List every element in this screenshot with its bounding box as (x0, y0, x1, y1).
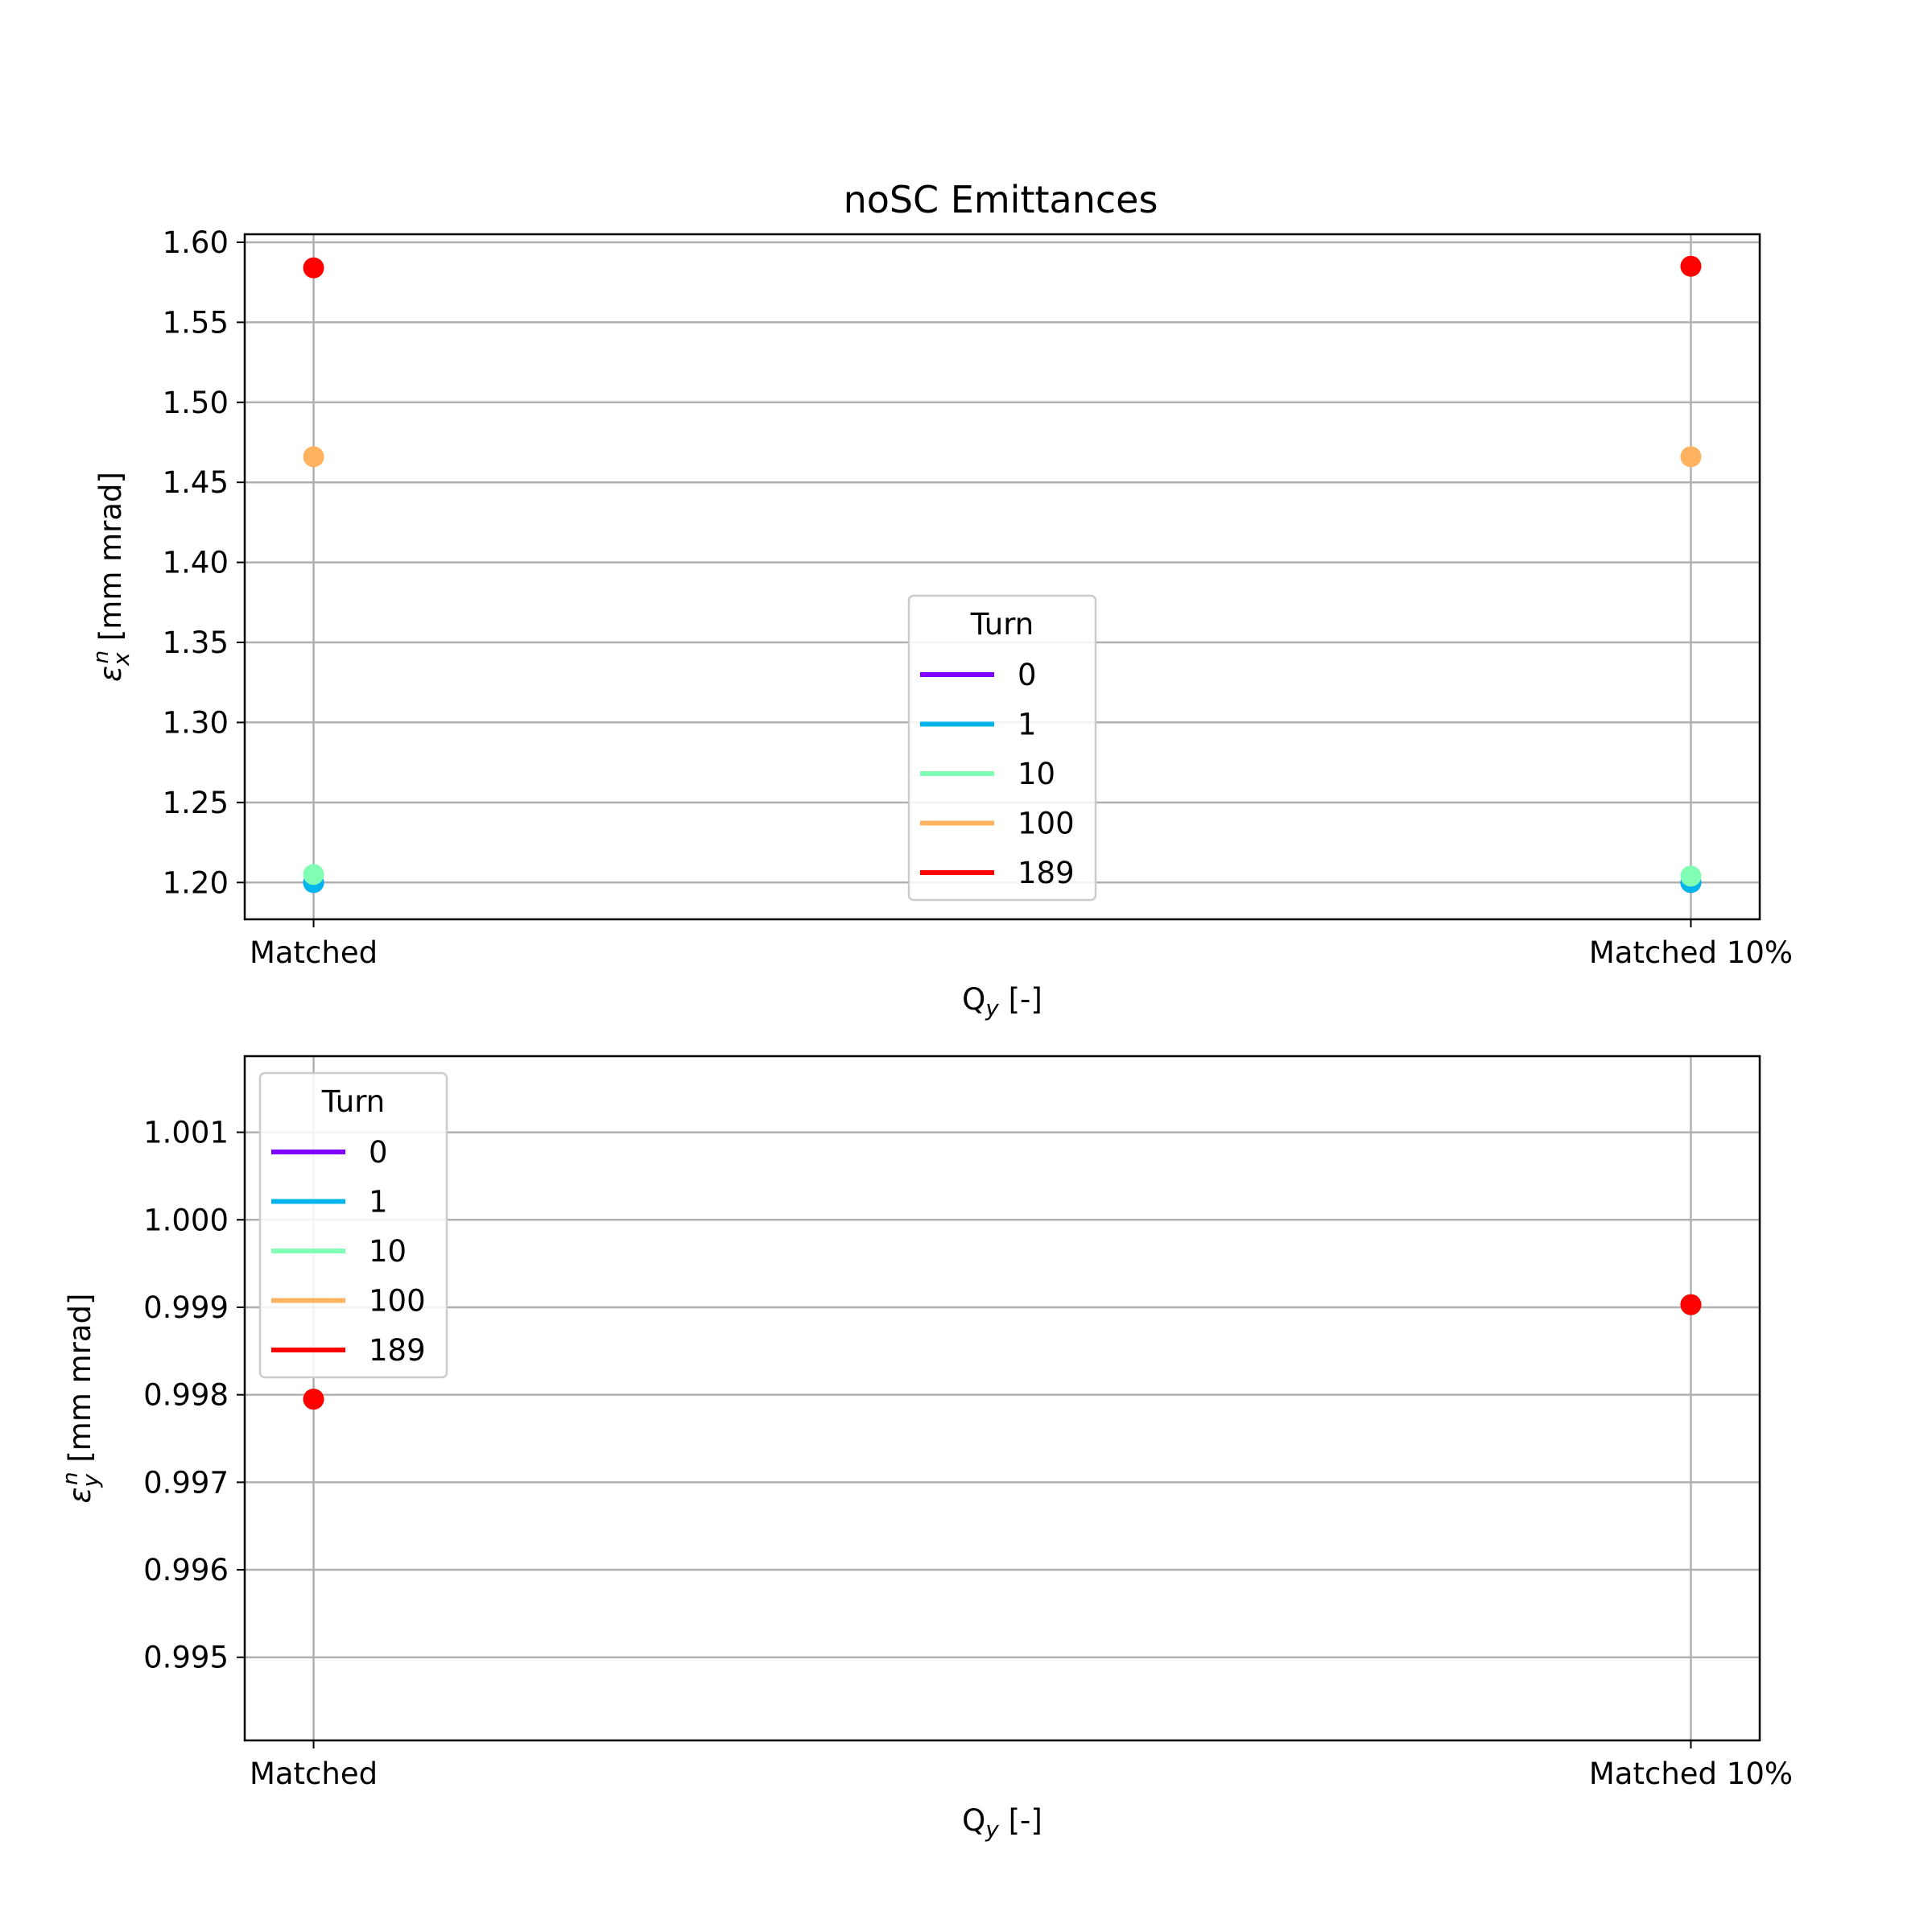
top-y-ticks: 1.20 1.25 1.30 1.35 1.40 1.45 1.50 1.55 1.60 (163, 225, 245, 900)
legend-label: 100 (369, 1284, 426, 1319)
data-point-turn-10 (303, 864, 324, 886)
y-tick-label: 0.998 (143, 1378, 229, 1413)
bottom-markers (303, 1294, 1702, 1410)
y-tick-label: 0.999 (143, 1290, 229, 1325)
y-tick-label: 0.995 (143, 1641, 229, 1675)
y-tick-label: 1.000 (143, 1203, 229, 1237)
bottom-y-ticks: 0.995 0.996 0.997 0.998 0.999 1.000 1.001 (143, 1116, 245, 1675)
legend-label: 10 (369, 1234, 407, 1269)
legend-label: 10 (1018, 757, 1055, 791)
top-markers (303, 255, 1702, 894)
x-tick-label: Matched 10% (1589, 935, 1793, 970)
x-tick-label: Matched (250, 1757, 378, 1791)
x-tick-label: Matched (250, 935, 378, 970)
legend-title: Turn (970, 607, 1034, 642)
legend-label: 100 (1018, 807, 1075, 841)
chart-title: noSC Emittances (844, 178, 1158, 221)
bottom-y-axis-label: εyn [mm mrad] (59, 1294, 104, 1504)
bottom-panel: 0.995 0.996 0.997 0.998 0.999 1.000 1.001 Matc… (59, 1055, 1793, 1843)
legend-label: 0 (369, 1135, 388, 1170)
data-point-turn-100 (1680, 446, 1702, 468)
y-tick-label: 1.001 (143, 1116, 229, 1150)
y-tick-label: 1.35 (163, 625, 229, 660)
data-point-turn-189 (303, 1389, 324, 1410)
y-tick-label: 1.45 (163, 465, 229, 500)
top-panel: noSC Emittances 1.20 1.25 1.30 1.35 1.40 1.45… (89, 178, 1793, 1022)
top-axes-frame (243, 233, 1761, 921)
bottom-legend: Turn 0 1 10 100 189 (258, 1071, 448, 1379)
y-tick-label: 1.55 (163, 305, 229, 340)
data-point-turn-100 (303, 446, 324, 468)
y-tick-label: 1.40 (163, 546, 229, 580)
legend-label: 189 (369, 1333, 426, 1368)
bottom-axes-frame (243, 1055, 1761, 1742)
legend-title: Turn (321, 1084, 385, 1119)
y-tick-label: 1.30 (163, 705, 229, 740)
y-tick-label: 0.996 (143, 1553, 229, 1587)
y-tick-label: 1.20 (163, 865, 229, 900)
data-point-turn-189 (1680, 255, 1702, 277)
top-legend: Turn 0 1 10 100 189 (907, 594, 1097, 902)
data-point-turn-189 (303, 257, 324, 279)
bottom-x-ticks: Matched Matched 10% (250, 1740, 1793, 1791)
legend-label: 1 (369, 1185, 388, 1220)
y-tick-label: 1.60 (163, 225, 229, 260)
top-x-ticks: Matched Matched 10% (250, 919, 1793, 970)
bottom-x-axis-label: Qy [-] (962, 1803, 1042, 1843)
y-tick-label: 1.50 (163, 386, 229, 420)
legend-label: 0 (1018, 658, 1037, 692)
y-tick-label: 0.997 (143, 1465, 229, 1500)
data-point-turn-189 (1680, 1294, 1702, 1315)
data-point-turn-10 (1680, 865, 1702, 887)
x-tick-label: Matched 10% (1589, 1757, 1793, 1791)
top-grid (245, 234, 1760, 919)
bottom-grid (245, 1056, 1760, 1740)
top-y-axis-label: εxn [mm mrad] (89, 472, 134, 682)
legend-label: 1 (1018, 708, 1037, 742)
legend-label: 189 (1018, 856, 1075, 890)
y-tick-label: 1.25 (163, 786, 229, 820)
top-x-axis-label: Qy [-] (962, 982, 1042, 1022)
